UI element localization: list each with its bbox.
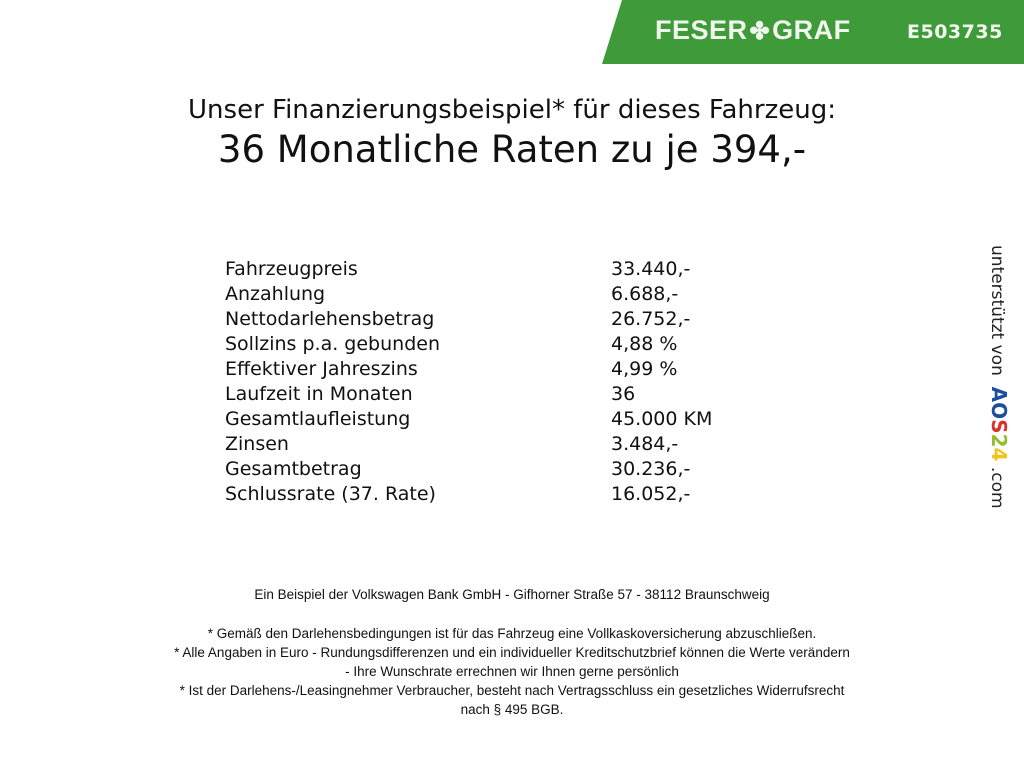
table-row: Gesamtbetrag 30.236,- <box>225 458 690 480</box>
row-label: Gesamtbetrag <box>225 458 362 480</box>
footnotes: * Gemäß den Darlehensbedingungen ist für… <box>0 624 1024 719</box>
table-row: Anzahlung 6.688,- <box>225 283 678 305</box>
row-value: 45.000 KM <box>611 408 713 430</box>
row-value: 4,88 % <box>611 333 678 355</box>
table-row: Laufzeit in Monaten 36 <box>225 383 635 405</box>
footnote: nach § 495 BGB. <box>460 702 564 717</box>
row-label: Schlussrate (37. Rate) <box>225 483 436 505</box>
row-value: 4,99 % <box>611 358 678 380</box>
title-line2: 36 Monatliche Raten zu je 394,- <box>217 128 807 171</box>
row-label: Zinsen <box>225 433 289 455</box>
row-value: 3.484,- <box>611 433 679 455</box>
table-row: Gesamtlaufleistung 45.000 KM <box>225 408 712 430</box>
row-label: Anzahlung <box>225 283 326 305</box>
bank-note: Ein Beispiel der Volkswagen Bank GmbH - … <box>254 587 770 602</box>
vehicle-code: E503735 <box>907 21 1003 43</box>
row-value: 30.236,- <box>611 458 691 480</box>
row-value: 16.052,- <box>611 483 691 505</box>
aos24-logo: AOS24 <box>987 386 1011 462</box>
table-row: Fahrzeugpreis 33.440,- <box>225 258 690 280</box>
brand-right: GRAF <box>772 15 851 45</box>
clover-icon: ✤ <box>749 18 771 45</box>
row-value: 36 <box>611 383 636 405</box>
header-banner <box>600 0 1024 64</box>
footnote: * Gemäß den Darlehensbedingungen ist für… <box>207 626 817 641</box>
row-label: Sollzins p.a. gebunden <box>225 333 440 355</box>
sponsor-suffix: .com <box>987 466 1007 509</box>
row-label: Fahrzeugpreis <box>225 258 358 280</box>
row-label: Effektiver Jahreszins <box>225 358 418 380</box>
brand-left: FESER <box>655 15 748 45</box>
sponsor-text: unterstützt von AOS24 .com <box>987 245 1011 509</box>
footnote: * Ist der Darlehens-/Leasingnehmer Verbr… <box>179 683 845 698</box>
row-value: 26.752,- <box>611 308 691 330</box>
row-label: Nettodarlehensbetrag <box>225 308 435 330</box>
table-row: Effektiver Jahreszins 4,99 % <box>225 358 677 380</box>
row-value: 6.688,- <box>611 283 679 305</box>
title-line1: Unser Finanzierungsbeispiel* für dieses … <box>188 95 836 125</box>
table-row: Nettodarlehensbetrag 26.752,- <box>225 308 690 330</box>
footnote: - Ihre Wunschrate errechnen wir Ihnen ge… <box>345 664 679 679</box>
brand-logo: FESER✤GRAF <box>655 15 851 46</box>
row-label: Gesamtlaufleistung <box>225 408 411 430</box>
row-label: Laufzeit in Monaten <box>225 383 413 405</box>
table-row: Zinsen 3.484,- <box>225 433 678 455</box>
row-value: 33.440,- <box>611 258 691 280</box>
footnote: * Alle Angaben in Euro - Rundungsdiffere… <box>174 645 850 660</box>
table-row: Sollzins p.a. gebunden 4,88 % <box>225 333 677 355</box>
sponsor-prefix: unterstützt von <box>987 245 1007 376</box>
banner-shape <box>602 0 1024 64</box>
table-row: Schlussrate (37. Rate) 16.052,- <box>225 483 690 505</box>
